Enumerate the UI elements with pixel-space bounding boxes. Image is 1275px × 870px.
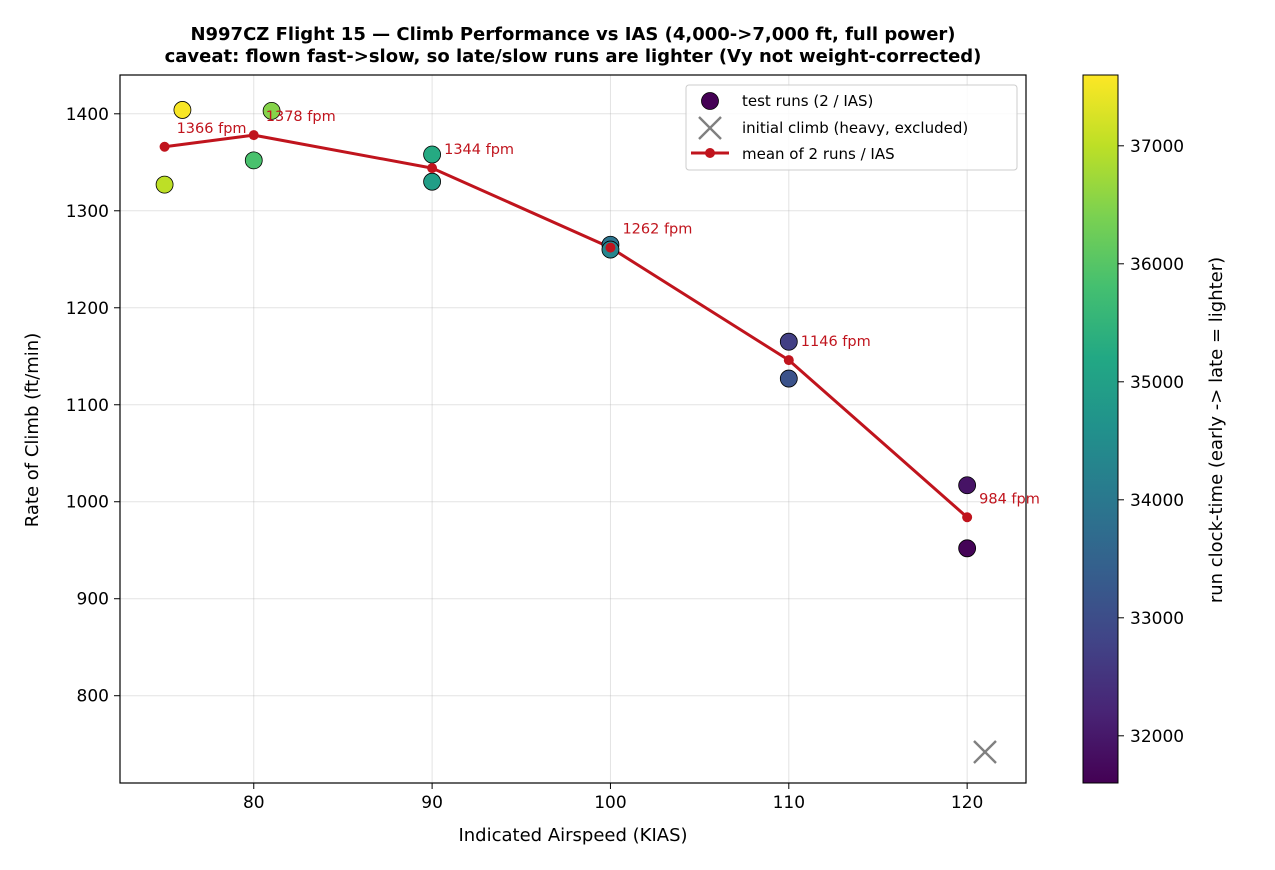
mean-point [783, 355, 794, 366]
chart-subtitle: caveat: flown fast->slow, so late/slow r… [165, 46, 982, 67]
run-point [958, 476, 977, 495]
colorbar-ticks: 32000 33000 34000 35000 36000 37000 [1118, 137, 1184, 747]
run-point [173, 101, 192, 119]
mean-annotation: 1366 fpm [177, 121, 247, 137]
mean-point [962, 512, 973, 523]
y-axis-ticks: 800 900 1000 1100 1200 1300 1400 [66, 105, 120, 707]
mean-point [427, 163, 438, 174]
plot-area: 1366 fpm 1378 fpm 1344 fpm 1262 fpm 1146 fpm… [155, 101, 1040, 764]
colorbar-gradient [1082, 74, 1119, 784]
y-tick-label: 900 [77, 590, 109, 610]
chart-title: N997CZ Flight 15 — Climb Performance vs … [190, 24, 955, 45]
y-tick-label: 1100 [66, 396, 109, 416]
x-axis-ticks: 80 90 100 110 120 [243, 783, 983, 813]
x-tick-label: 110 [773, 793, 805, 813]
mean-annotation: 1378 fpm [266, 109, 336, 125]
run-point [779, 332, 798, 351]
colorbar-tick-label: 37000 [1130, 137, 1184, 157]
legend-initial-marker [698, 116, 722, 140]
grid-lines [120, 75, 1026, 783]
mean-point [248, 130, 259, 141]
mean-line [164, 133, 969, 519]
mean-annotation: 1146 fpm [801, 334, 871, 350]
legend-runs-marker [701, 92, 719, 110]
mean-annotation: 1344 fpm [444, 142, 514, 158]
mean-point [605, 242, 616, 253]
legend: test runs (2 / IAS) initial climb (heavy… [685, 84, 1018, 171]
colorbar: 32000 33000 34000 35000 36000 37000 run clock… [1082, 74, 1227, 784]
y-tick-label: 800 [77, 687, 109, 707]
run-point [244, 151, 263, 170]
x-axis-label: Indicated Airspeed (KIAS) [458, 825, 687, 846]
initial-climb-point [973, 740, 997, 764]
legend-runs-label: test runs (2 / IAS) [742, 92, 873, 110]
legend-mean-label: mean of 2 runs / IAS [742, 145, 895, 163]
colorbar-tick-label: 36000 [1130, 255, 1184, 275]
legend-box [685, 84, 1018, 171]
mean-annotation: 984 fpm [979, 491, 1040, 507]
run-point [423, 145, 442, 164]
x-tick-label: 90 [421, 793, 443, 813]
y-tick-label: 1300 [66, 202, 109, 222]
colorbar-tick-label: 35000 [1130, 373, 1184, 393]
y-tick-label: 1200 [66, 299, 109, 319]
y-tick-label: 1400 [66, 105, 109, 125]
x-tick-label: 120 [951, 793, 983, 813]
y-axis-label: Rate of Climb (ft/min) [22, 333, 43, 527]
run-point [779, 369, 798, 388]
colorbar-label: run clock-time (early -> late = lighter) [1206, 257, 1227, 603]
x-tick-label: 100 [594, 793, 626, 813]
run-point [958, 539, 977, 558]
run-point [423, 172, 442, 191]
colorbar-tick-label: 34000 [1130, 491, 1184, 511]
colorbar-tick-label: 33000 [1130, 609, 1184, 629]
legend-mean-marker [691, 148, 729, 158]
run-point [155, 175, 174, 194]
y-tick-label: 1000 [66, 493, 109, 513]
legend-initial-label: initial climb (heavy, excluded) [742, 119, 968, 137]
mean-point [159, 141, 170, 152]
run-point [262, 101, 281, 120]
mean-annotation: 1262 fpm [622, 222, 692, 238]
x-tick-label: 80 [243, 793, 265, 813]
colorbar-tick-label: 32000 [1130, 727, 1184, 747]
plot-frame [119, 74, 1027, 784]
